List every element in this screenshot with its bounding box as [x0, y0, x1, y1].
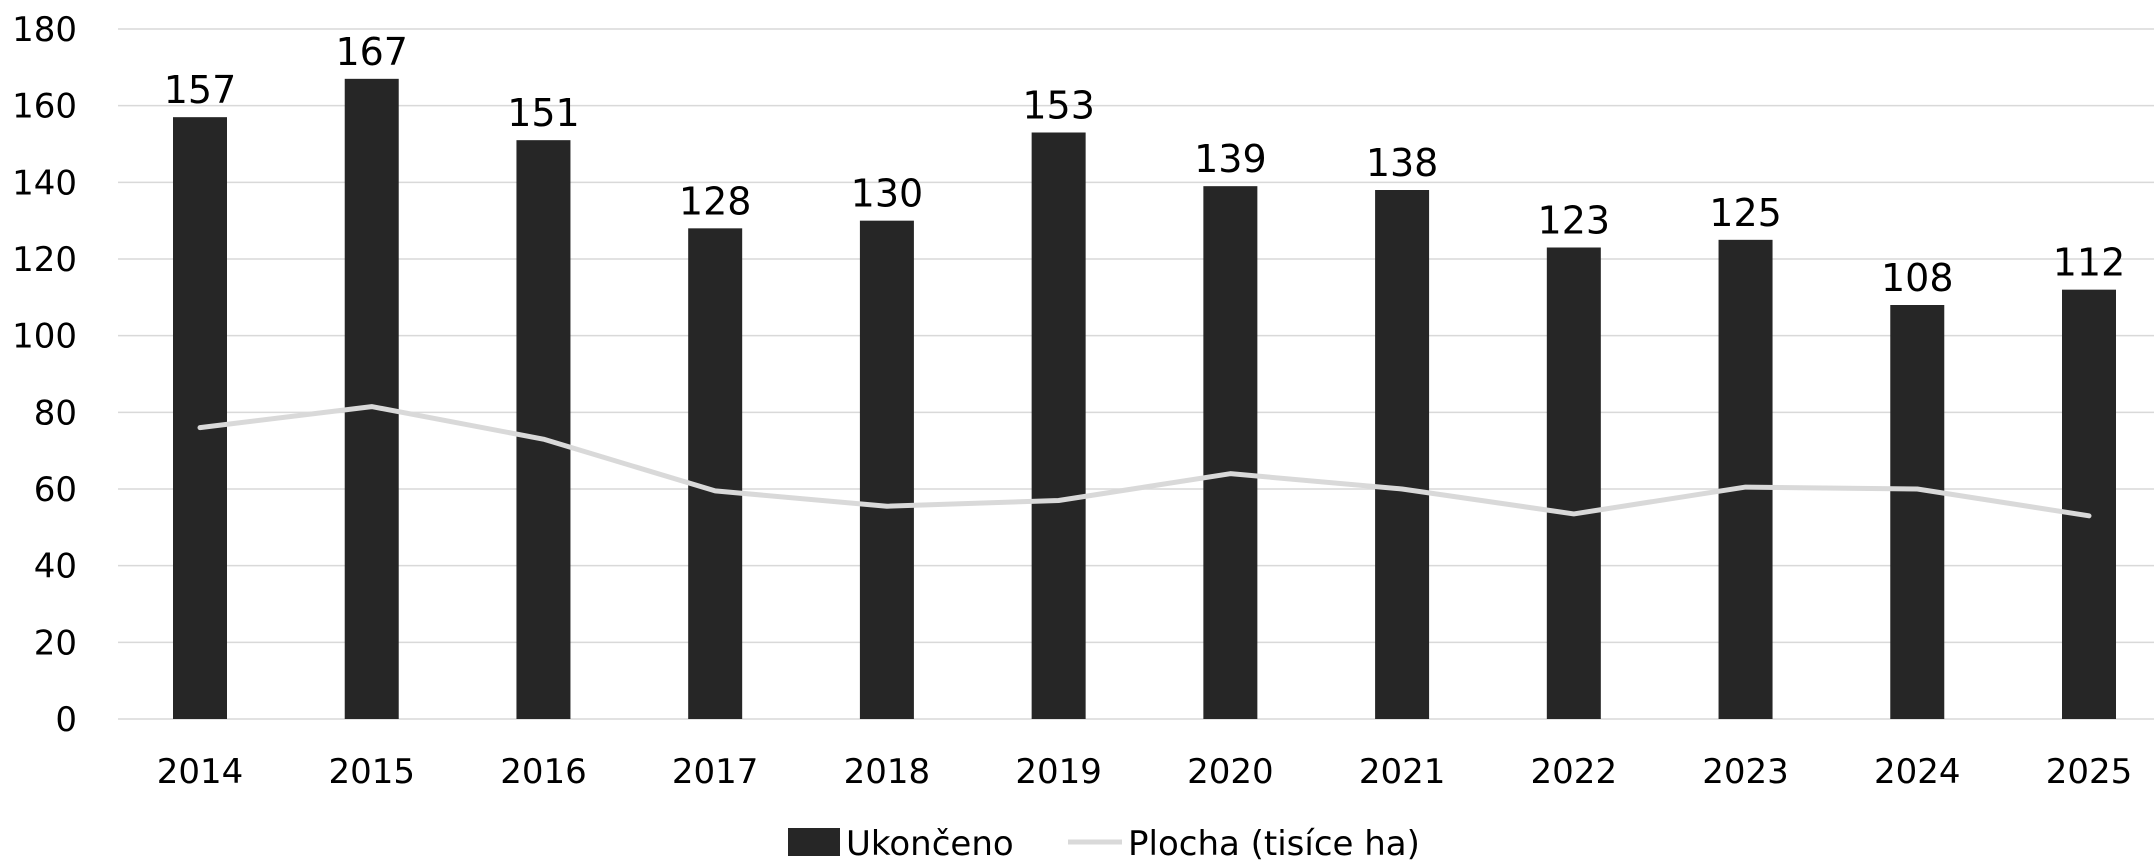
x-tick-label: 2025 — [2046, 752, 2133, 792]
line-series — [197, 404, 2092, 519]
bar-data-label: 139 — [1194, 137, 1267, 181]
y-tick-label: 80 — [34, 393, 77, 433]
bar — [516, 140, 571, 719]
y-tick-label: 40 — [34, 547, 77, 587]
x-tick-label: 2022 — [1531, 752, 1618, 792]
legend-label-bar: Ukončeno — [846, 824, 1014, 864]
series-line — [197, 404, 2092, 519]
y-tick-label: 100 — [12, 317, 77, 357]
legend-swatch-bar — [788, 828, 840, 856]
x-tick-label: 2021 — [1359, 752, 1446, 792]
y-tick-label: 180 — [12, 10, 77, 50]
bar-data-label: 123 — [1538, 199, 1611, 243]
x-tick-label: 2019 — [1015, 752, 1102, 792]
y-tick-label: 140 — [12, 163, 77, 203]
bar-data-label: 112 — [2053, 241, 2126, 285]
bar — [1546, 247, 1601, 719]
bar-data-label: 128 — [679, 179, 752, 223]
y-axis: 0 20 40 60 80 100 120 140 160 180 — [12, 10, 77, 740]
gridlines — [118, 28, 2154, 720]
bar — [1203, 186, 1258, 719]
bar-data-label: 153 — [1022, 84, 1095, 128]
bar-data-label: 108 — [1881, 256, 1954, 300]
bar — [1031, 132, 1086, 719]
legend-label-line: Plocha (tisíce ha) — [1128, 824, 1420, 864]
bar — [173, 117, 227, 719]
bar-data-label: 151 — [507, 91, 580, 135]
y-tick-label: 120 — [12, 240, 77, 280]
x-tick-label: 2020 — [1187, 752, 1274, 792]
legend: Ukončeno Plocha (tisíce ha) — [788, 824, 1420, 864]
data-labels: 157 167 151 128 130 153 139 138 123 125 108 112 — [164, 30, 2126, 300]
y-tick-label: 0 — [55, 700, 77, 740]
x-tick-label: 2016 — [500, 752, 587, 792]
x-tick-label: 2024 — [1874, 752, 1961, 792]
bar-data-label: 157 — [164, 68, 237, 112]
bar — [1718, 239, 1773, 720]
bar — [2062, 289, 2116, 719]
x-tick-label: 2014 — [157, 752, 244, 792]
x-tick-label: 2015 — [328, 752, 415, 792]
bar-data-label: 130 — [851, 172, 924, 216]
bar — [859, 220, 914, 719]
y-tick-label: 60 — [34, 470, 77, 510]
x-tick-label: 2017 — [672, 752, 759, 792]
bar — [344, 78, 399, 720]
bar-data-label: 125 — [1709, 191, 1782, 235]
y-tick-label: 160 — [12, 87, 77, 127]
x-axis: 2014 2015 2016 2017 2018 2019 2020 2021 2022 2023… — [157, 752, 2133, 792]
bar — [1375, 190, 1430, 719]
y-tick-label: 20 — [34, 623, 77, 663]
x-tick-label: 2018 — [844, 752, 931, 792]
x-tick-label: 2023 — [1702, 752, 1789, 792]
bar — [688, 228, 743, 720]
bar — [1890, 305, 1945, 719]
bar-series — [173, 78, 2116, 720]
bar-data-label: 167 — [335, 30, 408, 74]
bar-data-label: 138 — [1366, 141, 1439, 185]
